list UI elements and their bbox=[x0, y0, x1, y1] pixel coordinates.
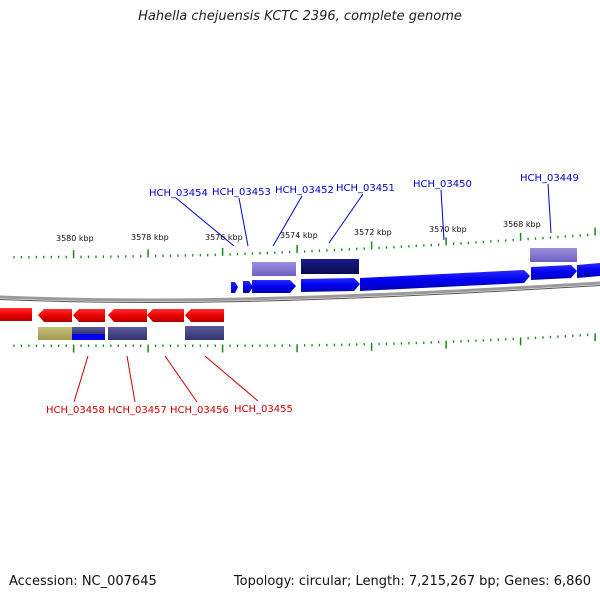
gene-arrow-forward[interactable] bbox=[301, 278, 360, 292]
gene-arrow-forward[interactable] bbox=[360, 270, 530, 291]
gene-label[interactable]: HCH_03455 bbox=[234, 404, 293, 415]
feature-box[interactable] bbox=[72, 334, 105, 340]
gene-label[interactable]: HCH_03456 bbox=[170, 405, 229, 416]
gene-arrow-forward[interactable] bbox=[577, 263, 600, 278]
reverse-strand-genes bbox=[0, 308, 224, 322]
reverse-gene-labels: HCH_03458 HCH_03457 HCH_03456 HCH_03455 bbox=[46, 404, 293, 416]
scale-ticks-top bbox=[13, 227, 596, 259]
gene-arrow-forward[interactable] bbox=[231, 282, 238, 293]
scale-label: 3572 kbp bbox=[354, 228, 392, 237]
genome-backbone bbox=[0, 281, 600, 304]
gene-label[interactable]: HCH_03451 bbox=[336, 183, 395, 194]
gene-arrow-reverse[interactable] bbox=[108, 309, 147, 322]
gene-arrow-reverse[interactable] bbox=[0, 308, 32, 321]
gene-arrow-reverse[interactable] bbox=[38, 309, 72, 322]
gene-arrow-reverse[interactable] bbox=[73, 309, 105, 322]
forward-label-leaders bbox=[175, 183, 552, 247]
scale-label: 3568 kbp bbox=[503, 220, 541, 229]
feature-box[interactable] bbox=[38, 327, 72, 340]
gene-label[interactable]: HCH_03457 bbox=[108, 405, 167, 416]
gene-label[interactable]: HCH_03452 bbox=[275, 185, 334, 196]
feature-box[interactable] bbox=[301, 259, 359, 274]
forward-gene-labels: HCH_03454 HCH_03453 HCH_03452 HCH_03451 … bbox=[149, 173, 579, 199]
feature-box[interactable] bbox=[185, 326, 224, 340]
reverse-label-leaders bbox=[73, 355, 259, 403]
genome-title: Hahella chejuensis KCTC 2396, complete g… bbox=[138, 9, 462, 24]
gene-label[interactable]: HCH_03449 bbox=[520, 173, 579, 184]
forward-strand-genes bbox=[231, 263, 600, 293]
feature-box[interactable] bbox=[72, 327, 105, 334]
gene-arrow-forward[interactable] bbox=[531, 265, 577, 280]
forward-feature-boxes bbox=[252, 248, 577, 276]
scale-label: 3578 kbp bbox=[131, 233, 169, 242]
feature-box[interactable] bbox=[108, 327, 147, 340]
scale-label: 3580 kbp bbox=[56, 234, 94, 243]
gene-arrow-reverse[interactable] bbox=[147, 309, 184, 322]
scale-labels: 3580 kbp 3578 kbp 3576 kbp 3574 kbp 3572… bbox=[56, 220, 541, 243]
scale-label: 3574 kbp bbox=[280, 231, 318, 240]
gene-label[interactable]: HCH_03454 bbox=[149, 188, 208, 199]
gene-arrow-forward[interactable] bbox=[252, 280, 296, 293]
feature-box[interactable] bbox=[252, 262, 296, 276]
gene-label[interactable]: HCH_03458 bbox=[46, 405, 105, 416]
scale-ticks-bottom bbox=[13, 333, 596, 353]
gene-label[interactable]: HCH_03450 bbox=[413, 179, 472, 190]
topology-text: Topology: circular; Length: 7,215,267 bp… bbox=[233, 574, 591, 589]
gene-label[interactable]: HCH_03453 bbox=[212, 187, 271, 198]
scale-label: 3570 kbp bbox=[429, 225, 467, 234]
reverse-feature-boxes bbox=[38, 326, 224, 340]
gene-arrow-reverse[interactable] bbox=[185, 309, 224, 322]
accession-text: Accession: NC_007645 bbox=[9, 574, 157, 589]
gene-arrow-forward[interactable] bbox=[243, 281, 253, 293]
feature-box[interactable] bbox=[530, 248, 577, 262]
